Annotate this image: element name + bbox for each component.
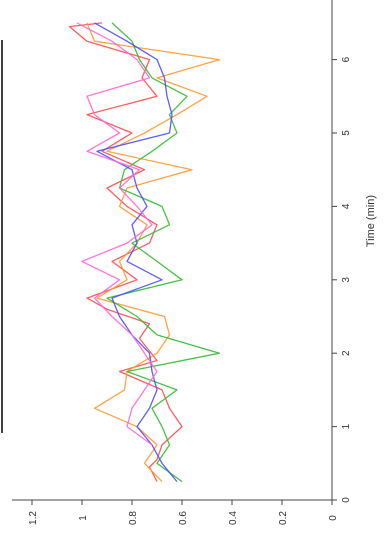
y-tick-label: 0.2 xyxy=(278,511,289,525)
series-line-3 xyxy=(106,22,221,483)
y-tick-label: 1 xyxy=(78,515,89,521)
x-tick-label: 5 xyxy=(341,130,352,136)
x-tick-label: 6 xyxy=(341,56,352,62)
series-line-2 xyxy=(86,22,221,483)
y-tick-label: 0 xyxy=(328,515,339,521)
x-tick-label: 4 xyxy=(341,203,352,209)
x-tick-label: 1 xyxy=(341,423,352,429)
x-tick-label: 3 xyxy=(341,277,352,283)
x-axis-title: Time (min) xyxy=(365,195,377,247)
series-layer xyxy=(68,22,221,483)
y-tick-label: 0.8 xyxy=(128,511,139,525)
x-axis-ticks: 0 1 2 3 4 5 6 xyxy=(332,56,352,503)
y-axis-ticks: 0 0.2 0.4 0.6 0.8 1 1.2 xyxy=(28,500,339,525)
y-tick-label: 0.6 xyxy=(178,511,189,525)
y-tick-label: 1.2 xyxy=(28,511,39,525)
series-line-1 xyxy=(68,22,183,482)
y-tick-label: 0.4 xyxy=(228,511,239,525)
x-tick-label: 2 xyxy=(341,350,352,356)
series-line-5 xyxy=(76,22,158,446)
x-tick-label: 0 xyxy=(341,497,352,503)
series-line-4 xyxy=(94,22,178,483)
